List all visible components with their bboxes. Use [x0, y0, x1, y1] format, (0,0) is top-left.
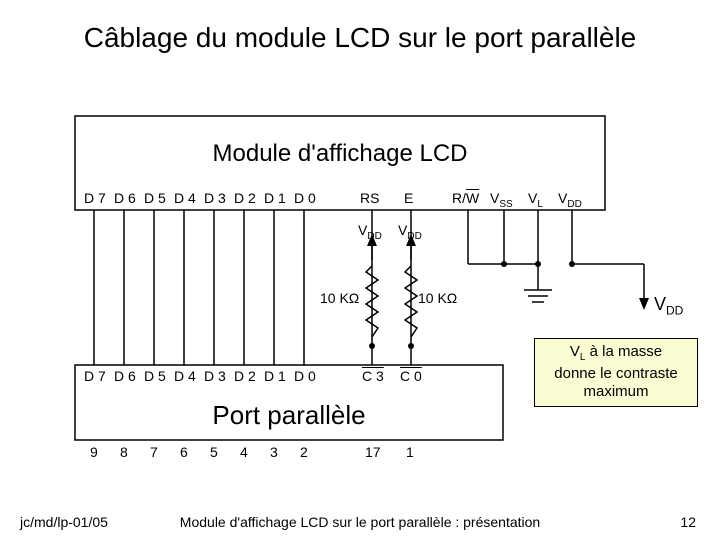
port-pin-d2: D 2: [234, 368, 256, 384]
port-num-6: 6: [180, 444, 188, 460]
lcd-pin-d0: D 0: [294, 190, 316, 206]
footer-right: 12: [680, 514, 696, 530]
port-num-5: 5: [210, 444, 218, 460]
lcd-pin-d2: D 2: [234, 190, 256, 206]
vdd-side-label: VDD: [654, 294, 683, 318]
resistor-right-label: 10 KΩ: [418, 290, 457, 306]
port-num-9: 9: [90, 444, 98, 460]
port-pin-c3: C 3: [362, 368, 384, 384]
port-pin-d7: D 7: [84, 368, 106, 384]
port-pin-d4: D 4: [174, 368, 196, 384]
port-pin-d5: D 5: [144, 368, 166, 384]
footer-center: Module d'affichage LCD sur le port paral…: [0, 514, 720, 530]
lcd-pin-e: E: [404, 190, 413, 206]
lcd-pin-d1: D 1: [264, 190, 286, 206]
lcd-pin-d7: D 7: [84, 190, 106, 206]
vdd-label-rs: VDD: [358, 222, 382, 242]
port-title: Port parallèle: [75, 400, 503, 431]
port-pin-d1: D 1: [264, 368, 286, 384]
lcd-pin-rs: RS: [360, 190, 379, 206]
resistor-left-label: 10 KΩ: [320, 290, 359, 306]
lcd-pin-vl: VL: [528, 190, 543, 210]
contrast-note: VL à la masse donne le contraste maximum: [534, 338, 698, 407]
port-pin-c0: C 0: [400, 368, 422, 384]
note-line3: maximum: [583, 383, 648, 400]
lcd-pin-d3: D 3: [204, 190, 226, 206]
slide: Câblage du module LCD sur le port parall…: [0, 0, 720, 540]
port-num-8: 8: [120, 444, 128, 460]
port-pin-d0: D 0: [294, 368, 316, 384]
lcd-pin-rw: R/W: [452, 190, 479, 206]
port-num-3: 3: [270, 444, 278, 460]
port-pin-d3: D 3: [204, 368, 226, 384]
vdd-label-e: VDD: [398, 222, 422, 242]
note-line2: donne le contraste: [554, 365, 677, 382]
lcd-pin-vss: VSS: [490, 190, 513, 210]
wiring-diagram: [0, 0, 720, 540]
note-line1: VL à la masse: [570, 343, 662, 360]
lcd-pin-d4: D 4: [174, 190, 196, 206]
port-num-2: 2: [300, 444, 308, 460]
port-num-17: 17: [365, 444, 381, 460]
lcd-pin-d6: D 6: [114, 190, 136, 206]
lcd-pin-d5: D 5: [144, 190, 166, 206]
port-num-7: 7: [150, 444, 158, 460]
port-num-4: 4: [240, 444, 248, 460]
port-pin-d6: D 6: [114, 368, 136, 384]
lcd-pin-vdd: VDD: [558, 190, 582, 210]
port-num-1: 1: [406, 444, 414, 460]
lcd-module-title: Module d'affichage LCD: [0, 140, 680, 168]
